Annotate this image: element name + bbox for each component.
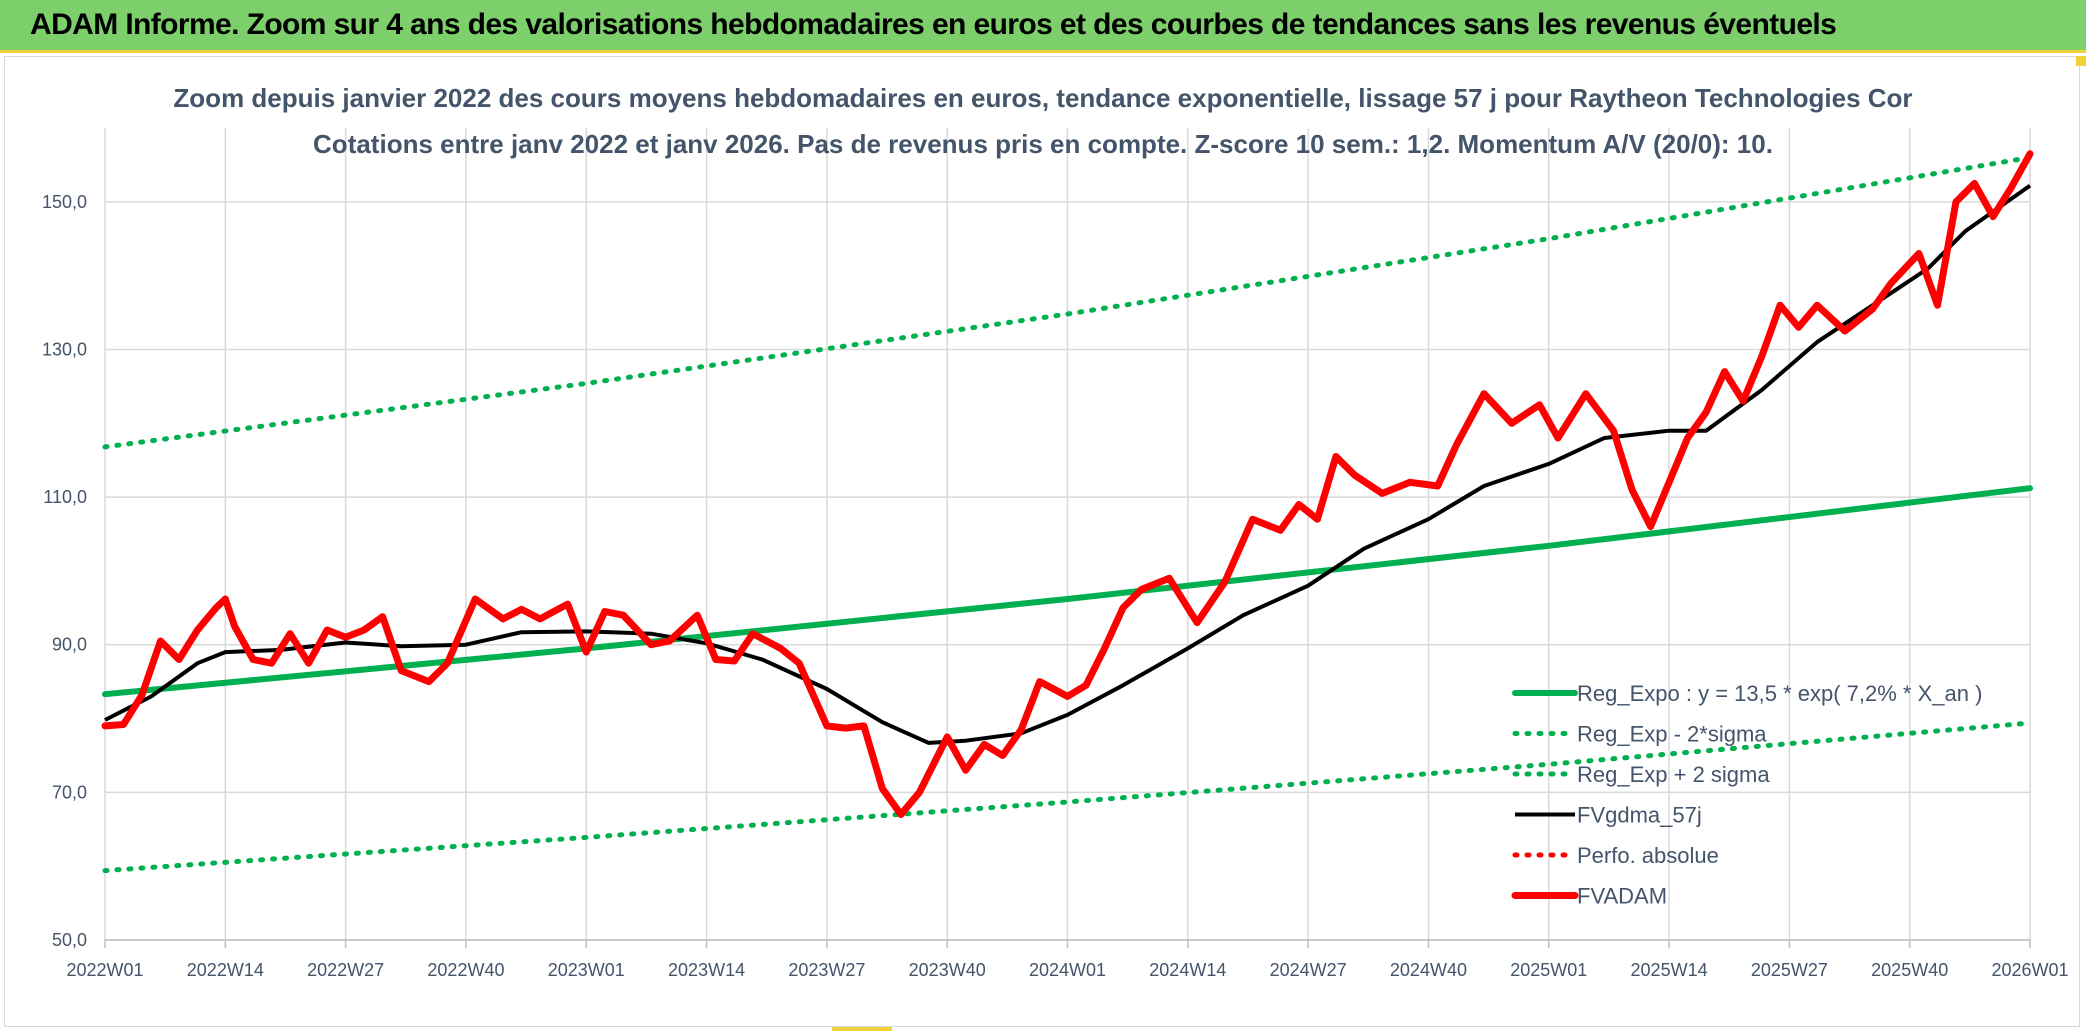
series-reg-exp-2-sigma bbox=[102, 720, 2033, 874]
x-tick-label: 2022W27 bbox=[307, 960, 384, 980]
corner-marker bbox=[2076, 56, 2086, 66]
x-tick-label: 2024W40 bbox=[1390, 960, 1467, 980]
legend-label: Reg_Exp + 2 sigma bbox=[1577, 762, 1770, 787]
x-tick-label: 2023W01 bbox=[548, 960, 625, 980]
chart-subtitle: Cotations entre janv 2022 et janv 2026. … bbox=[313, 129, 1773, 159]
chart-title: Zoom depuis janvier 2022 des cours moyen… bbox=[173, 83, 1912, 113]
x-tick-label: 2022W14 bbox=[187, 960, 264, 980]
series-reg-exp-2-sigma bbox=[102, 155, 2033, 450]
legend-label: Perfo. absolue bbox=[1577, 843, 1719, 868]
y-tick-label: 110,0 bbox=[43, 487, 87, 507]
x-tick-label: 2022W40 bbox=[427, 960, 504, 980]
chart-frame bbox=[4, 56, 2080, 1027]
legend-label: Reg_Expo : y = 13,5 * exp( 7,2% * X_an ) bbox=[1577, 681, 1982, 706]
y-tick-label: 130,0 bbox=[42, 339, 87, 359]
legend: Reg_Expo : y = 13,5 * exp( 7,2% * X_an )… bbox=[1511, 681, 1982, 909]
x-tick-label: 2024W14 bbox=[1149, 960, 1226, 980]
report-title: ADAM Informe. Zoom sur 4 ans des valoris… bbox=[30, 8, 1837, 41]
y-tick-label: 150,0 bbox=[42, 192, 87, 212]
report-banner: ADAM Informe. Zoom sur 4 ans des valoris… bbox=[0, 0, 2086, 53]
x-tick-label: 2025W01 bbox=[1510, 960, 1587, 980]
series-fvadam bbox=[101, 150, 2034, 818]
x-tick-label: 2023W27 bbox=[788, 960, 865, 980]
grid bbox=[104, 128, 2031, 941]
series-group bbox=[101, 150, 2034, 874]
x-tick-label: 2022W01 bbox=[66, 960, 143, 980]
x-tick-label: 2023W14 bbox=[668, 960, 745, 980]
x-tick-label: 2023W40 bbox=[909, 960, 986, 980]
y-tick-label: 90,0 bbox=[52, 635, 87, 655]
series-reg-expo-y-13-5-exp-7-2-x-an bbox=[102, 485, 2033, 698]
bottom-accent-bar bbox=[832, 1027, 892, 1031]
legend-label: FVgdma_57j bbox=[1577, 803, 1702, 828]
y-tick-label: 70,0 bbox=[52, 782, 87, 802]
legend-label: Reg_Exp - 2*sigma bbox=[1577, 722, 1767, 747]
y-tick-label: 50,0 bbox=[52, 930, 87, 950]
x-tick-label: 2024W27 bbox=[1270, 960, 1347, 980]
x-tick-label: 2024W01 bbox=[1029, 960, 1106, 980]
axes: 50,0 70,0 90,0 110,0 130,0 150,0 2022W01 2022W1… bbox=[42, 192, 2069, 980]
x-tick-label: 2025W40 bbox=[1871, 960, 1948, 980]
x-tick-label: 2025W14 bbox=[1631, 960, 1708, 980]
legend-label: FVADAM bbox=[1577, 884, 1667, 909]
x-tick-label: 2026W01 bbox=[1991, 960, 2068, 980]
x-tick-label: 2025W27 bbox=[1751, 960, 1828, 980]
